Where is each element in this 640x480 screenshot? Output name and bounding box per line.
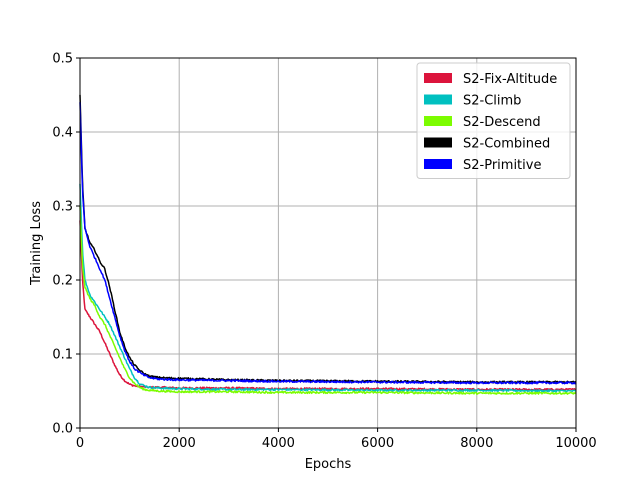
legend-label-4: S2-Primitive (463, 158, 541, 173)
legend-swatch-4 (424, 159, 452, 169)
x-tick-label: 0 (76, 436, 84, 451)
y-tick-label: 0.3 (52, 200, 73, 215)
legend-swatch-1 (424, 94, 452, 105)
x-axis-label: Epochs (305, 457, 352, 472)
y-tick-label: 0.0 (52, 422, 73, 437)
plot-frame (79, 57, 577, 429)
x-tick-label: 2000 (163, 436, 196, 451)
series-line-4 (79, 102, 577, 385)
y-tick-label: 0.1 (52, 348, 73, 363)
y-axis-label: Training Loss (29, 201, 44, 286)
series-line-1 (79, 183, 577, 393)
y-tick-label: 0.2 (52, 274, 73, 289)
legend-label-3: S2-Combined (463, 137, 550, 152)
legend-label-0: S2-Fix-Altitude (463, 72, 557, 87)
legend-swatch-0 (424, 73, 452, 83)
y-tick-label: 0.4 (52, 126, 73, 141)
x-tick-label: 4000 (262, 436, 295, 451)
legend: S2-Fix-Altitude S2-Climb S2-Descend S2-Comb… (416, 62, 571, 179)
legend-swatch-3 (424, 137, 452, 148)
x-tick-label: 6000 (361, 436, 394, 451)
legend-label-2: S2-Descend (463, 115, 541, 130)
x-tick-label: 8000 (460, 436, 493, 451)
legend-label-1: S2-Climb (463, 94, 521, 109)
legend-swatch-2 (424, 116, 452, 126)
y-tick-label: 0.5 (52, 52, 73, 67)
x-tick-label: 10000 (555, 436, 596, 451)
legend-box (416, 62, 571, 179)
series-line-2 (79, 205, 577, 395)
axis-ticks: 0 2000 4000 6000 8000 10000 0.0 0.1 0.2 0.3 0.4 0.5 (52, 52, 596, 452)
series-lines (79, 94, 577, 395)
